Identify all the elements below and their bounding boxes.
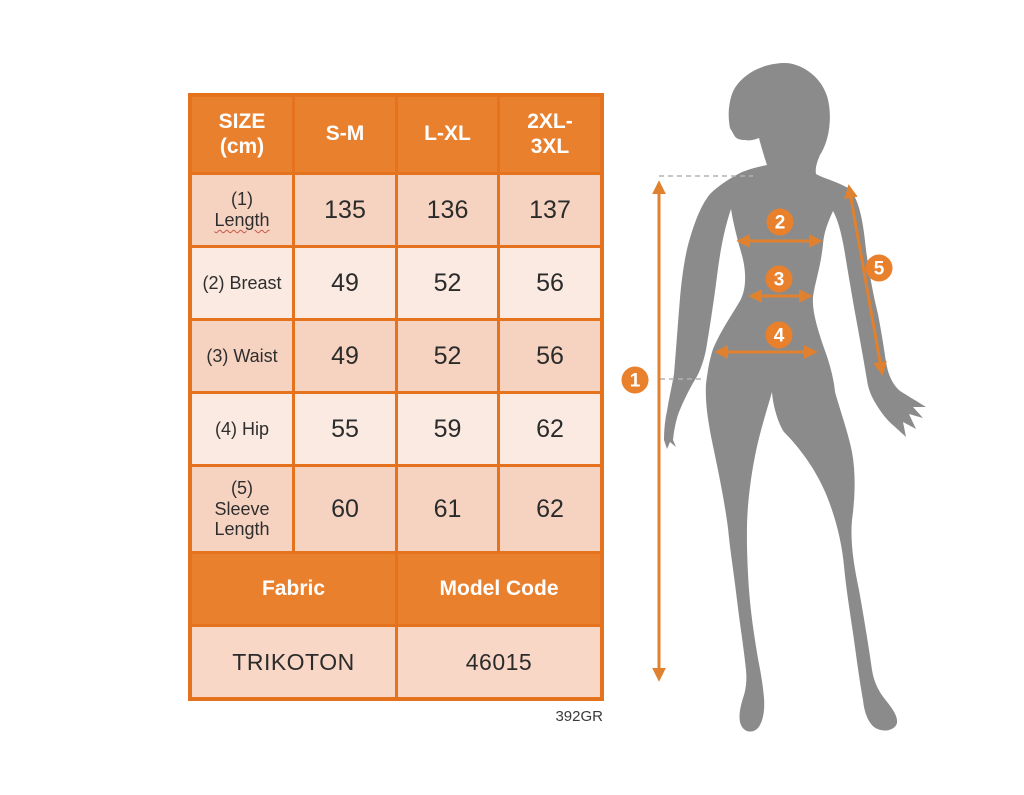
value-length-l-xl: 136 <box>398 175 497 245</box>
marker-1: 1 <box>621 366 649 394</box>
row-label-length: (1) Length <box>192 175 292 245</box>
row-label-waist: (3) Waist <box>192 321 292 391</box>
value-hip-2xl-3xl: 62 <box>500 394 600 464</box>
value-length-2xl-3xl: 137 <box>500 175 600 245</box>
size-header-line: (cm) <box>219 134 265 158</box>
value-waist-l-xl: 52 <box>398 321 497 391</box>
svg-text:5: 5 <box>874 259 885 280</box>
svg-text:3: 3 <box>774 270 785 291</box>
value-sleeve-2xl-3xl: 62 <box>500 467 600 551</box>
value-breast-2xl-3xl: 56 <box>500 248 600 318</box>
value-length-s-m: 135 <box>295 175 395 245</box>
size-chart-table: SIZE (cm) S-M L-XL 2XL- 3XL (1) Length 1… <box>188 93 604 701</box>
fabric-header-cell: Fabric <box>192 554 395 624</box>
marker-5: 5 <box>865 254 893 282</box>
body-measurement-diagram: 1 2 3 4 5 <box>621 62 926 732</box>
svg-text:1: 1 <box>630 371 641 392</box>
svg-text:4: 4 <box>774 326 785 347</box>
marker-2: 2 <box>766 208 794 236</box>
column-header-2xl-3xl: 2XL- 3XL <box>500 97 600 172</box>
marker-3: 3 <box>765 265 793 293</box>
value-hip-s-m: 55 <box>295 394 395 464</box>
svg-text:2: 2 <box>775 213 786 234</box>
value-hip-l-xl: 59 <box>398 394 497 464</box>
row-label-hip: (4) Hip <box>192 394 292 464</box>
size-unit-header-cell: SIZE (cm) <box>192 97 292 172</box>
weight-note: 392GR <box>555 708 603 725</box>
marker-4: 4 <box>765 321 793 349</box>
model-code-header-cell: Model Code <box>398 554 600 624</box>
row-label-sleeve-length: (5) Sleeve Length <box>192 467 292 551</box>
female-body-silhouette <box>664 62 926 732</box>
value-waist-s-m: 49 <box>295 321 395 391</box>
column-header-s-m: S-M <box>295 97 395 172</box>
sleeve-arrow <box>844 184 887 376</box>
value-waist-2xl-3xl: 56 <box>500 321 600 391</box>
measurement-figure: 1 2 3 4 5 <box>620 50 1020 790</box>
value-sleeve-l-xl: 61 <box>398 467 497 551</box>
value-breast-l-xl: 52 <box>398 248 497 318</box>
row-label-breast: (2) Breast <box>192 248 292 318</box>
value-sleeve-s-m: 60 <box>295 467 395 551</box>
fabric-value-cell: TRIKOTON <box>192 627 395 697</box>
model-code-value-cell: 46015 <box>398 627 600 697</box>
size-header-line: SIZE <box>218 110 266 134</box>
value-breast-s-m: 49 <box>295 248 395 318</box>
column-header-l-xl: L-XL <box>398 97 497 172</box>
